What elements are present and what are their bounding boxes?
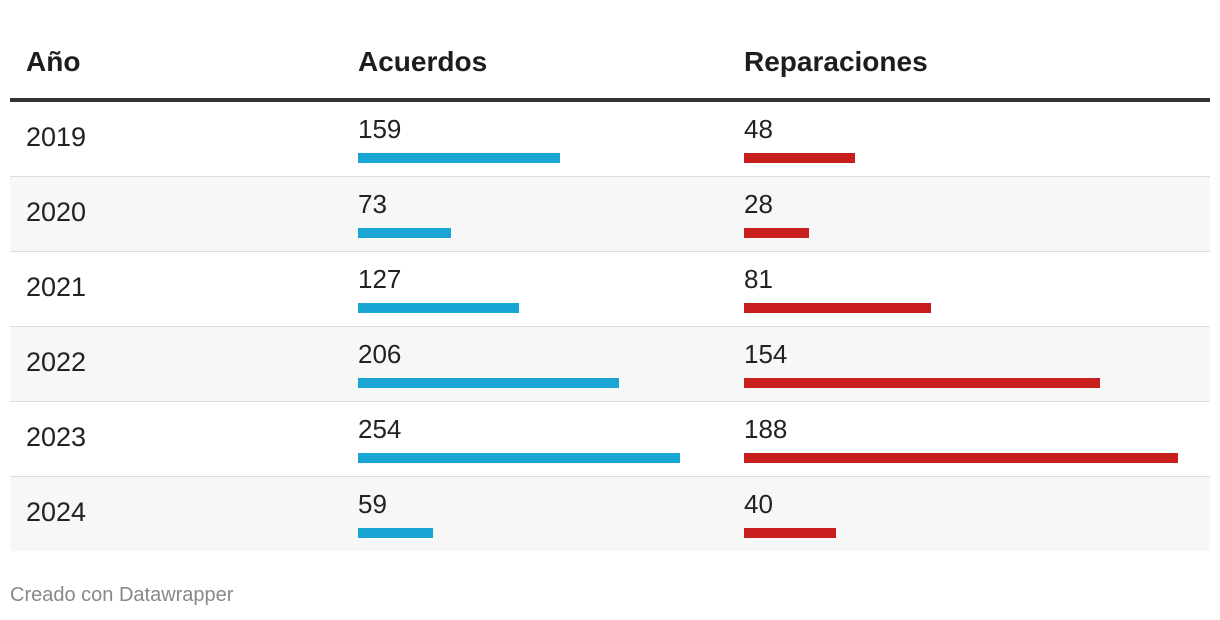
table-row: 2019 159 48 (10, 102, 1210, 176)
header-reparaciones: Reparaciones (744, 46, 928, 77)
acuerdos-cell: 159 (358, 114, 560, 163)
reparaciones-bar (744, 528, 836, 538)
reparaciones-cell: 154 (744, 339, 1100, 388)
acuerdos-cell: 127 (358, 264, 519, 313)
acuerdos-cell: 254 (358, 414, 680, 463)
acuerdos-value: 73 (358, 189, 387, 219)
footer-credit: Creado con Datawrapper (10, 584, 234, 606)
acuerdos-value: 159 (358, 114, 402, 144)
acuerdos-value: 254 (358, 414, 402, 444)
reparaciones-bar (744, 303, 931, 313)
table-row: 2023 254 188 (10, 401, 1210, 476)
reparaciones-bar (744, 153, 855, 163)
acuerdos-bar (358, 303, 519, 313)
reparaciones-cell: 48 (744, 114, 855, 163)
table-row: 2021 127 81 (10, 251, 1210, 326)
acuerdos-bar (358, 228, 451, 238)
acuerdos-cell: 206 (358, 339, 619, 388)
year-cell: 2023 (26, 422, 87, 452)
year-cell: 2024 (26, 497, 87, 527)
reparaciones-bar (744, 453, 1178, 463)
table-row: 2022 206 154 (10, 326, 1210, 401)
acuerdos-bar (358, 153, 560, 163)
year-cell: 2019 (26, 122, 87, 152)
reparaciones-value: 40 (744, 489, 773, 519)
acuerdos-value: 59 (358, 489, 387, 519)
reparaciones-value: 48 (744, 114, 773, 144)
acuerdos-cell: 59 (358, 489, 433, 538)
reparaciones-value: 154 (744, 339, 788, 369)
year-cell: 2020 (26, 197, 87, 227)
reparaciones-bar (744, 228, 809, 238)
acuerdos-bar (358, 453, 680, 463)
reparaciones-value: 28 (744, 189, 773, 219)
acuerdos-bar (358, 378, 619, 388)
table-row: 2024 59 40 (10, 476, 1210, 551)
header-acuerdos: Acuerdos (358, 46, 488, 77)
reparaciones-cell: 188 (744, 414, 1178, 463)
year-cell: 2021 (26, 272, 87, 302)
acuerdos-value: 206 (358, 339, 402, 369)
header-year: Año (26, 46, 81, 77)
table-row: 2020 73 28 (10, 176, 1210, 251)
acuerdos-cell: 73 (358, 189, 451, 238)
year-cell: 2022 (26, 347, 87, 377)
reparaciones-value: 81 (744, 264, 773, 294)
reparaciones-cell: 28 (744, 189, 809, 238)
data-table: Año Acuerdos Reparaciones 2019 159 48 2020 7… (10, 28, 1210, 551)
acuerdos-bar (358, 528, 433, 538)
table-header: Año Acuerdos Reparaciones (10, 28, 1210, 102)
reparaciones-value: 188 (744, 414, 788, 444)
table-body: 2019 159 48 2020 73 28 2021 127 81 2022 206 154 2023… (10, 102, 1210, 551)
reparaciones-bar (744, 378, 1100, 388)
acuerdos-value: 127 (358, 264, 402, 294)
reparaciones-cell: 40 (744, 489, 836, 538)
reparaciones-cell: 81 (744, 264, 931, 313)
